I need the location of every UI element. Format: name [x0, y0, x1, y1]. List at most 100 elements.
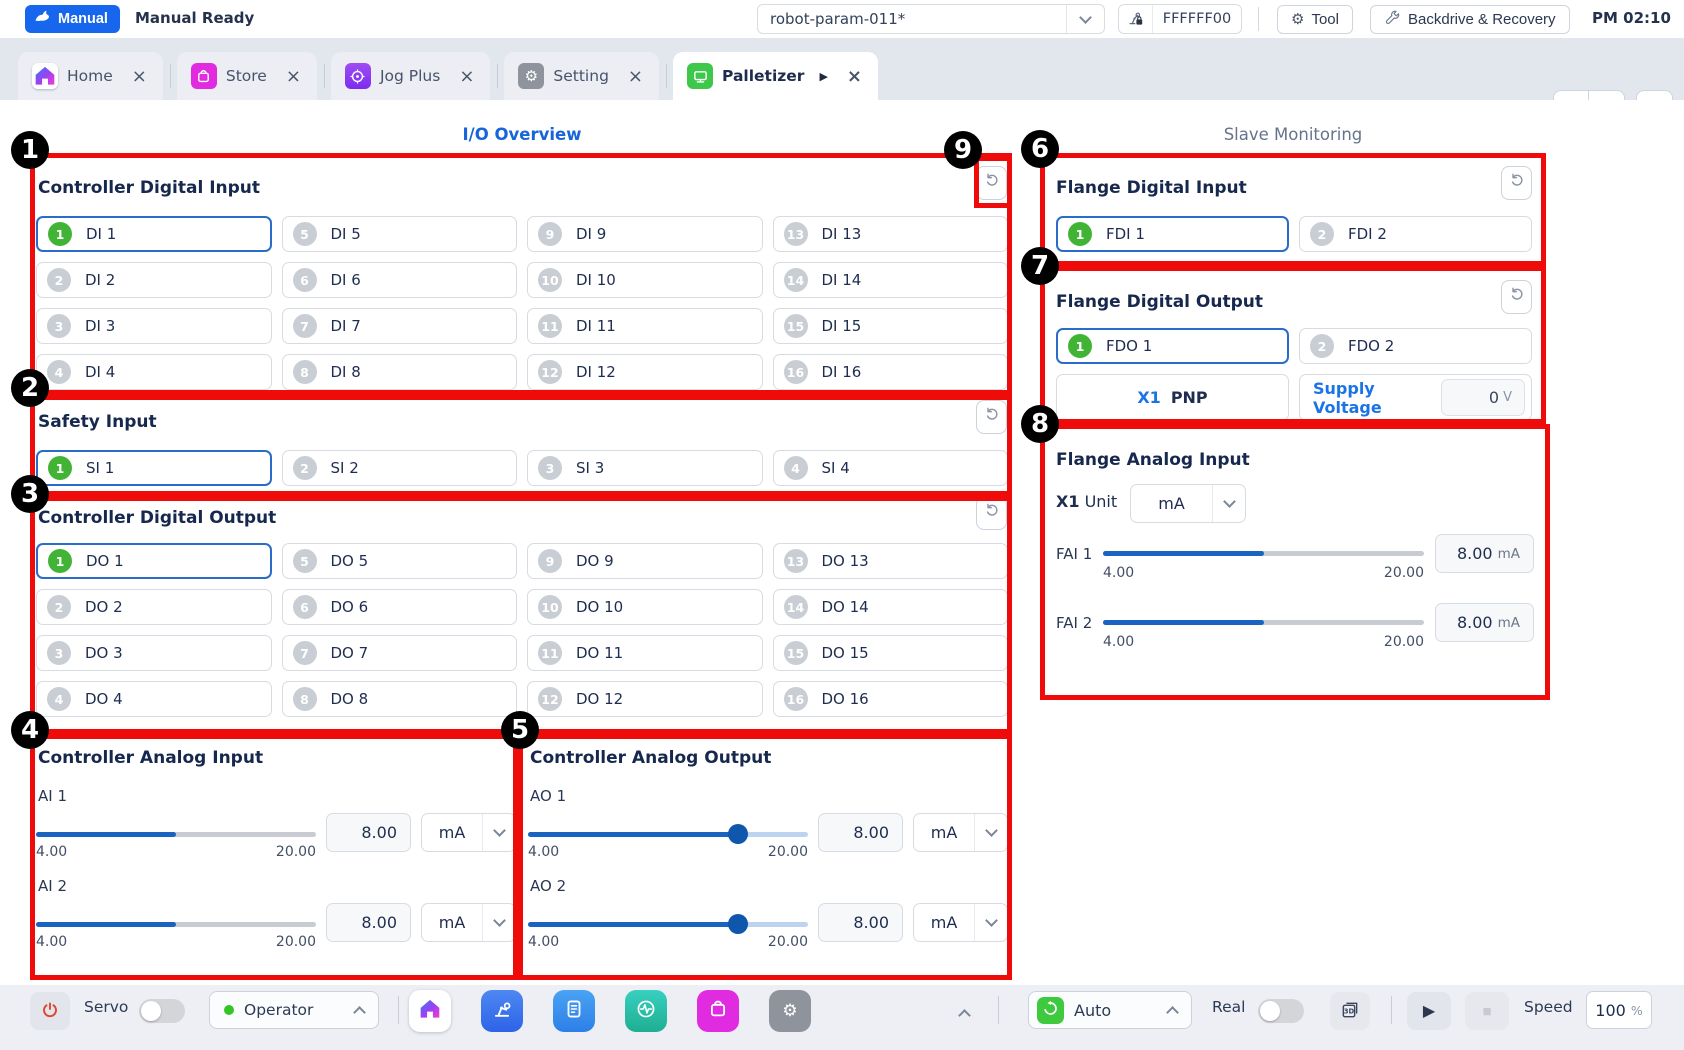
tab-store[interactable]: Store ×: [176, 52, 317, 100]
channel-slider-ao-1[interactable]: [528, 824, 808, 844]
flange-do-reset-button[interactable]: [1501, 280, 1532, 314]
io-card-di-9[interactable]: 9 DI 9: [527, 216, 763, 252]
io-card-di-7[interactable]: 7 DI 7: [281, 308, 517, 344]
io-card-si-3[interactable]: 3 SI 3: [527, 450, 763, 486]
slider-thumb-ao-2[interactable]: [728, 914, 748, 934]
io-card-di-3[interactable]: 3 DI 3: [36, 308, 272, 344]
view-3d-button[interactable]: 3D: [1330, 992, 1370, 1030]
manual-mode-button[interactable]: Manual: [25, 5, 120, 33]
tab-palletizer[interactable]: Palletizer ▶ ×: [673, 52, 879, 100]
state-badge: 14: [783, 268, 808, 292]
close-icon[interactable]: ×: [846, 65, 863, 87]
io-card-do-4[interactable]: 4 DO 4: [36, 681, 272, 717]
channel-bar-ai-2: [36, 922, 316, 927]
slider-thumb-ao-1[interactable]: [728, 824, 748, 844]
io-card-di-1[interactable]: 1 DI 1: [36, 216, 272, 252]
state-badge: 16: [783, 360, 808, 384]
io-card-fdo-1[interactable]: 1 FDO 1: [1056, 328, 1289, 364]
io-card-di-11[interactable]: 11 DI 11: [527, 308, 763, 344]
power-button[interactable]: [30, 992, 70, 1030]
io-card-label: DO 12: [576, 690, 624, 708]
home-app-button[interactable]: [409, 990, 451, 1032]
io-card-di-14[interactable]: 14 DI 14: [772, 262, 1008, 298]
digital-input-reset-button[interactable]: [976, 166, 1007, 200]
play-button[interactable]: ▶: [1407, 992, 1451, 1030]
io-card-di-6[interactable]: 6 DI 6: [281, 262, 517, 298]
state-badge: 4: [47, 360, 71, 384]
close-icon[interactable]: ×: [285, 65, 301, 87]
operator-label: Operator: [244, 1001, 314, 1019]
io-card-si-2[interactable]: 2 SI 2: [281, 450, 517, 486]
robot-param-select[interactable]: robot-param-011*: [757, 4, 1105, 34]
io-card-fdo-2[interactable]: 2 FDO 2: [1299, 328, 1532, 364]
flange-unit-select[interactable]: mA: [1130, 484, 1246, 523]
channel-value-ai-2[interactable]: 8.00: [326, 903, 411, 942]
channel-unit-select-ao-1[interactable]: mA: [913, 813, 1008, 852]
io-card-fdi-2[interactable]: 2 FDI 2: [1299, 216, 1532, 252]
io-card-di-8[interactable]: 8 DI 8: [281, 354, 517, 390]
store-app-button[interactable]: [697, 990, 739, 1032]
io-card-do-3[interactable]: 3 DO 3: [36, 635, 272, 671]
backdrive-recovery-button[interactable]: Backdrive & Recovery: [1370, 5, 1570, 34]
channel-slider-ao-2[interactable]: [528, 914, 808, 934]
io-card-do-6[interactable]: 6 DO 6: [281, 589, 517, 625]
channel-unit-select-ai-2[interactable]: mA: [421, 903, 516, 942]
io-card-do-10[interactable]: 10 DO 10: [527, 589, 763, 625]
io-card-di-5[interactable]: 5 DI 5: [281, 216, 517, 252]
io-card-di-13[interactable]: 13 DI 13: [772, 216, 1008, 252]
close-icon[interactable]: ×: [627, 65, 643, 87]
channel-unit-select-ao-2[interactable]: mA: [913, 903, 1008, 942]
channel-unit-select-ai-1[interactable]: mA: [421, 813, 516, 852]
slave-monitoring-title: Slave Monitoring: [1223, 125, 1363, 144]
io-card-do-11[interactable]: 11 DO 11: [527, 635, 763, 671]
io-card-do-8[interactable]: 8 DO 8: [281, 681, 517, 717]
io-card-do-2[interactable]: 2 DO 2: [36, 589, 272, 625]
flange-di-reset-button[interactable]: [1501, 166, 1532, 200]
collapse-bar-icon[interactable]: [958, 1009, 971, 1022]
jog-app-button[interactable]: [481, 990, 523, 1032]
channel-value-ao-2[interactable]: 8.00: [818, 903, 903, 942]
servo-toggle[interactable]: [139, 999, 185, 1023]
speed-value-box[interactable]: 100 %: [1586, 991, 1652, 1029]
io-card-do-5[interactable]: 5 DO 5: [281, 543, 517, 579]
tool-button[interactable]: ⚙ Tool: [1277, 5, 1353, 34]
io-card-di-10[interactable]: 10 DI 10: [527, 262, 763, 298]
digital-output-reset-button[interactable]: [976, 496, 1007, 530]
close-icon[interactable]: ×: [459, 65, 475, 87]
gear-icon: ⚙: [782, 1001, 798, 1021]
io-card-di-15[interactable]: 15 DI 15: [772, 308, 1008, 344]
operator-select[interactable]: Operator: [209, 991, 379, 1029]
close-icon[interactable]: ×: [131, 65, 147, 87]
io-card-do-12[interactable]: 12 DO 12: [527, 681, 763, 717]
document-icon: [563, 998, 585, 1024]
io-card-do-9[interactable]: 9 DO 9: [527, 543, 763, 579]
io-card-do-13[interactable]: 13 DO 13: [772, 543, 1008, 579]
task-app-button[interactable]: [553, 990, 595, 1032]
io-card-fdi-1[interactable]: 1 FDI 1: [1056, 216, 1289, 252]
io-card-do-14[interactable]: 14 DO 14: [772, 589, 1008, 625]
safety-input-reset-button[interactable]: [976, 400, 1007, 434]
real-toggle[interactable]: [1258, 999, 1304, 1023]
channel-label-ao-1: AO 1: [530, 787, 567, 805]
settings-app-button[interactable]: ⚙: [769, 990, 811, 1032]
channel-value-ao-1[interactable]: 8.00: [818, 813, 903, 852]
io-card-di-12[interactable]: 12 DI 12: [527, 354, 763, 390]
io-card-do-15[interactable]: 15 DO 15: [772, 635, 1008, 671]
auto-mode-select[interactable]: Auto: [1028, 991, 1192, 1029]
io-card-do-16[interactable]: 16 DO 16: [772, 681, 1008, 717]
tab-jog-plus[interactable]: Jog Plus ×: [330, 52, 491, 100]
io-card-do-7[interactable]: 7 DO 7: [281, 635, 517, 671]
channel-value-ai-1[interactable]: 8.00: [326, 813, 411, 852]
tab-home[interactable]: Home ×: [18, 52, 163, 100]
tab-setting[interactable]: ⚙ Setting ×: [504, 52, 659, 100]
device-id-box[interactable]: FFFFFF00: [1118, 4, 1242, 34]
io-card-si-4[interactable]: 4 SI 4: [772, 450, 1008, 486]
io-card-do-1[interactable]: 1 DO 1: [36, 543, 272, 579]
io-card-di-2[interactable]: 2 DI 2: [36, 262, 272, 298]
io-card-di-4[interactable]: 4 DI 4: [36, 354, 272, 390]
stop-button[interactable]: ■: [1465, 992, 1509, 1030]
io-card-di-16[interactable]: 16 DI 16: [772, 354, 1008, 390]
tab-play-icon[interactable]: ▶: [819, 69, 828, 83]
monitoring-app-button[interactable]: [625, 990, 667, 1032]
io-card-si-1[interactable]: 1 SI 1: [36, 450, 272, 486]
